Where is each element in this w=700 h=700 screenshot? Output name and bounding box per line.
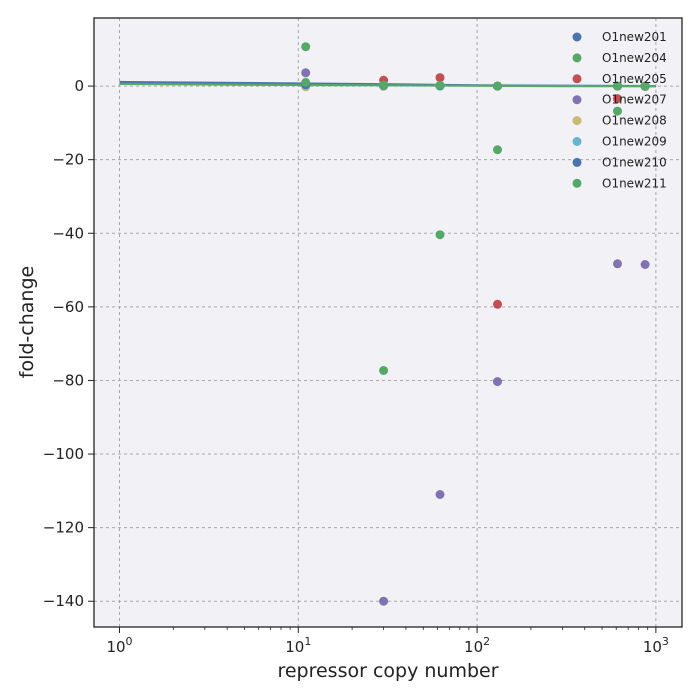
y-tick-label: −100 <box>43 445 84 463</box>
legend-marker <box>572 32 582 42</box>
data-point <box>301 42 311 52</box>
legend-label: O1new210 <box>602 155 667 169</box>
x-tick-label: 103 <box>643 635 669 656</box>
y-ticks: 0 −20 −40 −60 −80 −100 −120 −140 <box>43 77 94 610</box>
legend-label: O1new208 <box>602 114 667 128</box>
legend-marker <box>572 95 582 105</box>
data-point <box>435 73 445 83</box>
legend: O1new201 O1new204 O1new205 O1new207 O1new208… <box>572 30 667 190</box>
y-tick-label: −20 <box>52 151 84 169</box>
data-point <box>493 299 502 309</box>
data-point <box>435 80 445 90</box>
data-point <box>435 490 445 499</box>
data-point <box>379 366 389 375</box>
data-point <box>379 80 389 90</box>
x-tick-label: 101 <box>285 635 311 656</box>
data-point <box>613 106 622 116</box>
data-point <box>613 94 622 104</box>
legend-label: O1new211 <box>602 176 667 190</box>
data-point <box>493 145 502 155</box>
legend-marker <box>572 137 582 146</box>
data-point <box>301 77 311 87</box>
x-ticks: 100 101 102 103 <box>106 627 669 656</box>
data-point <box>613 81 622 91</box>
y-tick-label: −140 <box>43 592 84 610</box>
plot-background <box>94 18 682 627</box>
x-tick-label: 100 <box>106 635 132 656</box>
data-points <box>301 42 650 606</box>
x-axis-title: repressor copy number <box>277 660 498 682</box>
plot-frame <box>93 17 683 628</box>
y-tick-label: −60 <box>52 298 84 316</box>
data-point <box>435 230 445 240</box>
data-point <box>640 81 650 91</box>
data-point <box>379 596 389 606</box>
data-point <box>493 81 502 91</box>
legend-marker <box>572 74 582 84</box>
y-axis-title: fold-change <box>16 266 38 378</box>
data-point <box>640 260 650 269</box>
y-tick-label: −80 <box>52 371 84 389</box>
legend-label: O1new204 <box>602 51 667 65</box>
fit-line <box>119 82 656 88</box>
legend-marker <box>572 178 582 188</box>
y-tick-label: −120 <box>43 519 84 537</box>
data-point <box>613 259 622 269</box>
legend-marker <box>572 157 582 167</box>
x-tick-label: 102 <box>464 635 490 656</box>
legend-marker <box>572 116 582 126</box>
y-tick-label: −40 <box>52 224 84 242</box>
legend-marker <box>572 53 582 63</box>
y-tick-label: 0 <box>74 77 84 95</box>
fit-lines <box>119 80 656 88</box>
data-point <box>493 377 502 387</box>
legend-label: O1new205 <box>602 72 667 86</box>
legend-label: O1new207 <box>602 93 667 107</box>
legend-label: O1new201 <box>602 30 667 44</box>
data-point <box>301 68 311 78</box>
legend-label: O1new209 <box>602 135 667 149</box>
